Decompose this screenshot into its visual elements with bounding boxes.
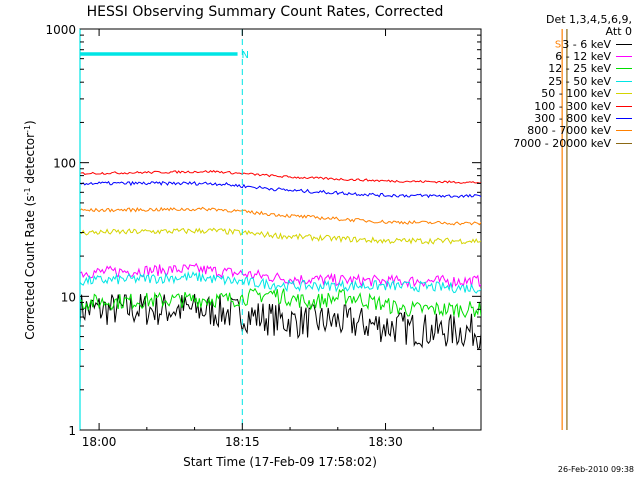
series-line-0 (80, 293, 481, 349)
legend-header-2: Att 0 (605, 25, 632, 38)
y-tick-label-1: 10 (61, 290, 76, 304)
y-tick-label-3: 1000 (45, 23, 76, 37)
legend-swatch-3 (616, 80, 632, 82)
plot-frame (79, 28, 482, 431)
legend-label-7: 800 - 7000 keV (527, 124, 611, 138)
series-line-7 (80, 206, 481, 226)
marker-layer: NS (79, 29, 568, 430)
chart-title: HESSI Observing Summary Count Rates, Cor… (87, 4, 444, 20)
y-axis-label-suffix: ) (23, 120, 37, 125)
legend-entry-1: 6 - 12 keV (462, 50, 632, 64)
legend-entries: 3 - 6 keV 6 - 12 keV 12 - 25 keV 25 - 50 ke… (462, 38, 632, 150)
series-line-2 (80, 287, 481, 319)
y-axis-label-sup1: -1 (23, 187, 32, 195)
legend: Det 1,3,4,5,6,9, Att 0 3 - 6 keV 6 - 12 k… (462, 14, 632, 150)
series-line-5 (80, 169, 481, 184)
legend-entry-5: 100 - 300 keV (462, 99, 632, 113)
y-tick-label-2: 100 (53, 157, 76, 171)
flag-label-1: S (555, 39, 561, 50)
x-axis-label: Start Time (17-Feb-09 17:58:02) (183, 455, 377, 469)
y-axis-label-sup2: -1 (23, 125, 32, 133)
y-tick-label-0: 1 (68, 424, 76, 438)
legend-label-0: 3 - 6 keV (562, 37, 611, 51)
y-axis-label-mid: detector (23, 133, 37, 188)
legend-entry-0: 3 - 6 keV (462, 37, 632, 51)
legend-swatch-2 (616, 68, 632, 70)
legend-entry-8: 7000 - 20000 keV (462, 136, 632, 150)
legend-label-4: 50 - 100 keV (541, 87, 611, 101)
legend-swatch-5 (616, 105, 632, 107)
legend-header-1: Det 1,3,4,5,6,9, (545, 13, 632, 26)
x-tick-label-1: 18:15 (225, 435, 260, 449)
axes-layer: 18:00 18:15 18:30 1 10 100 1000 (45, 23, 482, 449)
legend-entry-7: 800 - 7000 keV (462, 124, 632, 138)
legend-swatch-7 (616, 130, 632, 132)
x-tick-label-0: 18:00 (82, 435, 117, 449)
series-line-1 (80, 262, 481, 289)
legend-swatch-8 (616, 142, 632, 144)
x-tick-label-2: 18:30 (368, 435, 403, 449)
legend-entry-2: 12 - 25 keV (462, 62, 632, 76)
series-line-4 (80, 227, 481, 245)
y-axis-label: Corrected Count Rate (s-1 detector-1) (23, 120, 38, 339)
flag-label-0: N (242, 50, 249, 61)
legend-entry-4: 50 - 100 keV (462, 87, 632, 101)
legend-label-1: 6 - 12 keV (555, 50, 611, 64)
legend-label-5: 100 - 300 keV (534, 99, 611, 113)
legend-entry-3: 25 - 50 keV (462, 74, 632, 88)
series-line-6 (80, 180, 481, 199)
legend-label-6: 300 - 800 keV (534, 112, 611, 126)
legend-entry-6: 300 - 800 keV (462, 112, 632, 126)
legend-swatch-6 (616, 118, 632, 120)
series-line-8 (519, 350, 548, 431)
legend-swatch-4 (616, 93, 632, 95)
timestamp: 26-Feb-2010 09:38 (557, 465, 634, 474)
series-line-3 (80, 270, 481, 294)
legend-label-2: 12 - 25 keV (548, 62, 611, 76)
legend-label-3: 25 - 50 keV (548, 74, 611, 88)
series-layer (80, 169, 548, 431)
legend-swatch-1 (616, 56, 632, 58)
legend-label-8: 7000 - 20000 keV (513, 136, 611, 150)
legend-swatch-0 (616, 43, 632, 45)
y-axis-label-prefix: Corrected Count Rate (s (23, 195, 37, 339)
